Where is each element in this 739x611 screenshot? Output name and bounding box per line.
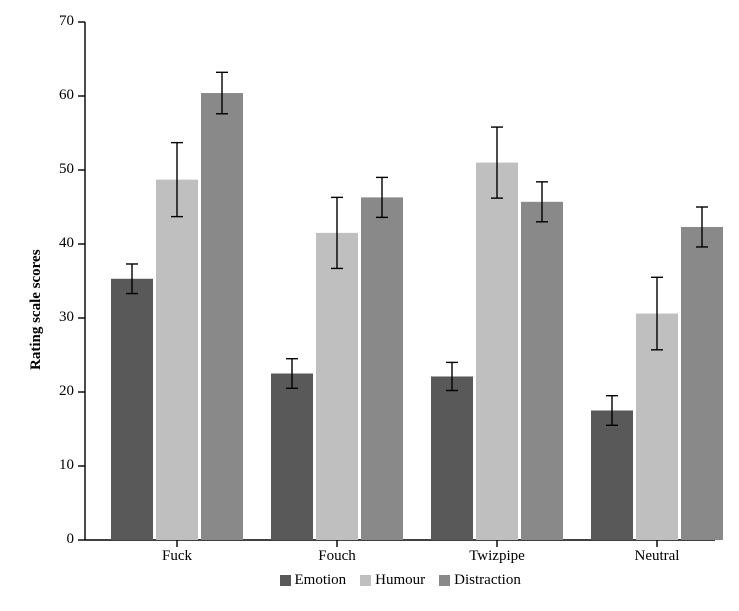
- bar: [591, 411, 633, 541]
- chart-container: Rating scale scores 010203040506070 Fuck…: [0, 0, 739, 611]
- y-tick-label: 70: [59, 13, 74, 30]
- bar: [156, 180, 198, 540]
- bar: [201, 93, 243, 540]
- bar: [476, 163, 518, 540]
- legend-label: Humour: [375, 572, 425, 589]
- legend-item: Humour: [360, 572, 425, 589]
- legend-swatch: [280, 575, 291, 586]
- bar: [681, 227, 723, 540]
- bar: [431, 376, 473, 540]
- x-category-label: Neutral: [607, 548, 707, 565]
- y-tick-label: 40: [59, 235, 74, 252]
- bar: [271, 374, 313, 541]
- x-category-label: Twizpipe: [447, 548, 547, 565]
- y-tick-label: 50: [59, 161, 74, 178]
- y-tick-label: 60: [59, 87, 74, 104]
- legend: Emotion Humour Distraction: [280, 572, 521, 589]
- x-category-label: Fouch: [287, 548, 387, 565]
- bar: [111, 279, 153, 540]
- x-category-label: Fuck: [127, 548, 227, 565]
- legend-swatch: [360, 575, 371, 586]
- y-tick-label: 30: [59, 309, 74, 326]
- legend-swatch: [439, 575, 450, 586]
- legend-item: Emotion: [280, 572, 347, 589]
- y-tick-label: 20: [59, 383, 74, 400]
- bar: [521, 202, 563, 540]
- bar: [361, 197, 403, 540]
- plot-area: [0, 0, 739, 611]
- legend-label: Distraction: [454, 572, 521, 589]
- legend-label: Emotion: [295, 572, 347, 589]
- y-tick-label: 0: [67, 531, 75, 548]
- y-tick-label: 10: [59, 457, 74, 474]
- legend-item: Distraction: [439, 572, 521, 589]
- bar: [316, 233, 358, 540]
